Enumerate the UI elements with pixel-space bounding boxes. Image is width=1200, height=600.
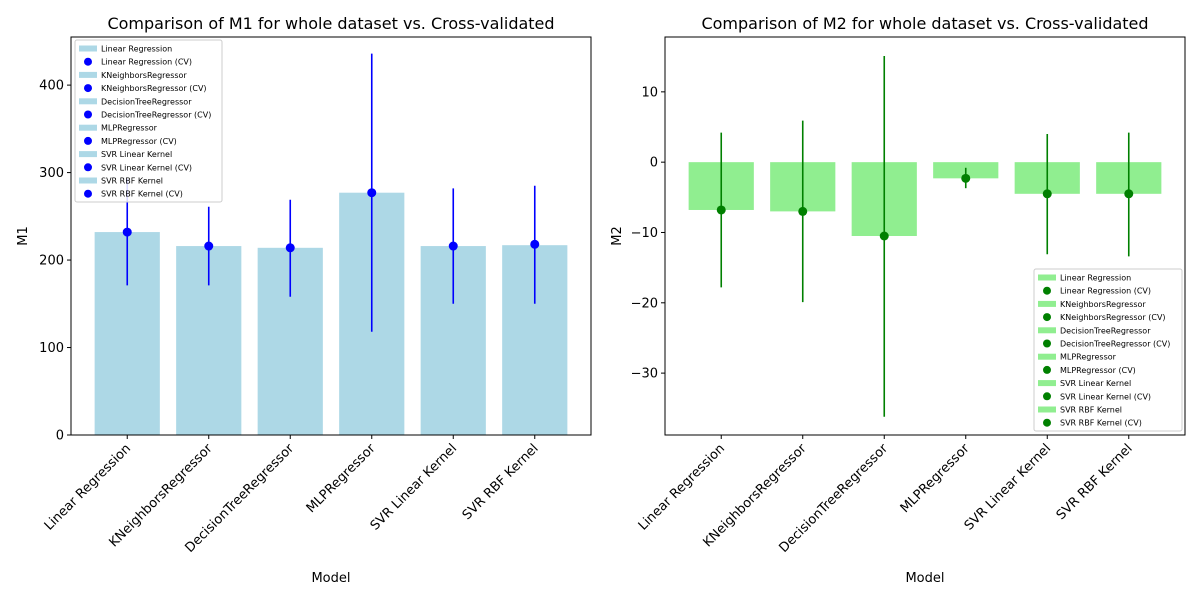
chart-m1: 0 100 200 300 400 Linear Regression KNeighbors… (16, 14, 592, 586)
cv-point-m2-4 (1042, 189, 1052, 199)
legend-swatch-point-m2-9 (1043, 392, 1051, 401)
legend-entry-m1-0: Linear Regression (101, 45, 172, 54)
legend-swatch-bar-m2-0 (1038, 274, 1056, 281)
legend-swatch-point-m2-5 (1043, 339, 1051, 348)
x-tick-label-m2-0: Linear Regression (636, 441, 728, 533)
legend-entry-m2-10: SVR RBF Kernel (1060, 406, 1122, 415)
y-tick-label-m1-0: 0 (56, 429, 64, 444)
legend-swatch-bar-m2-4 (1038, 327, 1056, 334)
cv-point-m2-5 (1124, 189, 1134, 199)
y-axis-label-m2: M2 (610, 226, 625, 246)
chart-title-m2: Comparison of M2 for whole dataset vs. C… (701, 14, 1148, 33)
cv-point-m1-3 (367, 188, 377, 198)
legend-entry-m1-1: Linear Regression (CV) (101, 58, 192, 67)
cv-point-m2-3 (961, 173, 971, 183)
x-tick-label-m1-3: MLPRegressor (304, 441, 379, 516)
y-tick-label-m2-2: −10 (631, 226, 658, 241)
legend-entry-m1-10: SVR RBF Kernel (101, 177, 163, 186)
legend-swatch-point-m1-7 (84, 136, 92, 145)
legend-entry-m2-0: Linear Regression (1060, 274, 1131, 283)
legend-swatch-bar-m1-4 (79, 98, 97, 105)
legend-entry-m2-6: MLPRegressor (1060, 353, 1117, 362)
cv-point-m1-2 (285, 243, 295, 253)
axes-frame-m1 (70, 36, 592, 436)
legend-entry-m1-5: DecisionTreeRegressor (CV) (101, 111, 211, 120)
x-axis-label-m1: Model (311, 571, 350, 586)
legend-box-m2 (1033, 268, 1183, 432)
legend-entry-m2-3: KNeighborsRegressor (CV) (1060, 313, 1166, 322)
legend-entry-m2-9: SVR Linear Kernel (CV) (1060, 392, 1151, 401)
legend-entry-m1-11: SVR RBF Kernel (CV) (101, 190, 183, 199)
y-tick-label-m2-3: 0 (650, 156, 658, 171)
legend-swatch-bar-m2-2 (1038, 300, 1056, 307)
legend-swatch-point-m2-11 (1043, 418, 1051, 427)
legend-swatch-bar-m2-8 (1038, 380, 1056, 387)
legend-swatch-bar-m2-6 (1038, 353, 1056, 360)
y-tick-label-m2-1: −20 (631, 296, 658, 311)
legend-box-m1 (74, 39, 223, 203)
y-tick-label-m1-4: 400 (39, 79, 64, 94)
legend-swatch-bar-m1-0 (79, 45, 97, 52)
legend-swatch-point-m2-1 (1043, 286, 1051, 295)
x-tick-label-m2-3: MLPRegressor (898, 441, 973, 516)
legend-entry-m1-6: MLPRegressor (101, 124, 158, 133)
legend-entry-m2-4: DecisionTreeRegressor (1060, 326, 1151, 335)
legend-swatch-point-m1-11 (84, 189, 92, 198)
cv-point-m1-1 (204, 241, 214, 251)
x-tick-label-m1-0: Linear Regression (42, 441, 134, 533)
legend-swatch-bar-m2-10 (1038, 406, 1056, 413)
legend-entry-m2-1: Linear Regression (CV) (1060, 287, 1151, 296)
legend-entry-m1-2: KNeighborsRegressor (101, 71, 187, 80)
y-tick-label-m2-4: 10 (641, 85, 658, 100)
legend-swatch-point-m1-5 (84, 110, 92, 119)
y-tick-label-m1-2: 200 (39, 254, 64, 269)
legend-entry-m1-4: DecisionTreeRegressor (101, 97, 192, 106)
legend-entry-m1-7: MLPRegressor (CV) (101, 137, 177, 146)
y-tick-label-m1-1: 100 (39, 341, 64, 356)
legend-swatch-bar-m1-6 (79, 124, 97, 131)
axes-frame-m2 (664, 36, 1186, 436)
x-tick-label-m1-4: SVR Linear Kernel (368, 441, 460, 533)
legend-entry-m2-8: SVR Linear Kernel (1060, 379, 1131, 388)
legend-swatch-point-m2-3 (1043, 313, 1051, 322)
cv-point-m1-4 (448, 241, 458, 251)
legend-entry-m1-9: SVR Linear Kernel (CV) (101, 163, 192, 172)
legend-entry-m1-3: KNeighborsRegressor (CV) (101, 84, 207, 93)
chart-m2: −30 −20 −10 0 10 Linear Regression KNeighborsR… (610, 14, 1186, 586)
cv-point-m1-0 (122, 227, 132, 237)
y-tick-label-m1-3: 300 (39, 166, 64, 181)
legend-swatch-bar-m1-2 (79, 71, 97, 78)
legend-entry-m2-5: DecisionTreeRegressor (CV) (1060, 340, 1170, 349)
legend-swatch-point-m2-7 (1043, 365, 1051, 374)
legend-entry-m1-8: SVR Linear Kernel (101, 150, 172, 159)
cv-point-m2-1 (798, 206, 808, 216)
legend-swatch-bar-m1-10 (79, 177, 97, 184)
legend-entry-m2-2: KNeighborsRegressor (1060, 300, 1146, 309)
y-axis-label-m1: M1 (16, 226, 31, 246)
legend-swatch-bar-m1-8 (79, 151, 97, 158)
cv-point-m1-5 (530, 239, 540, 249)
x-tick-label-m2-4: SVR Linear Kernel (962, 441, 1054, 533)
legend-m2: Linear Regression Linear Regression (CV) K… (1033, 268, 1183, 432)
cv-point-m2-2 (879, 231, 889, 241)
legend-swatch-point-m1-9 (84, 163, 92, 172)
x-tick-label-m1-5: SVR RBF Kernel (460, 441, 542, 523)
y-tick-label-m2-0: −30 (631, 367, 658, 382)
x-axis-label-m2: Model (905, 571, 944, 586)
legend-entry-m2-11: SVR RBF Kernel (CV) (1060, 419, 1142, 428)
cv-point-m2-0 (716, 205, 726, 215)
legend-swatch-point-m1-1 (84, 57, 92, 66)
legend-entry-m2-7: MLPRegressor (CV) (1060, 366, 1136, 375)
chart-title-m1: Comparison of M1 for whole dataset vs. C… (107, 14, 554, 33)
legend-m1: Linear Regression Linear Regression (CV) K… (74, 39, 223, 203)
x-tick-label-m2-5: SVR RBF Kernel (1054, 441, 1136, 523)
legend-swatch-point-m1-3 (84, 84, 92, 93)
